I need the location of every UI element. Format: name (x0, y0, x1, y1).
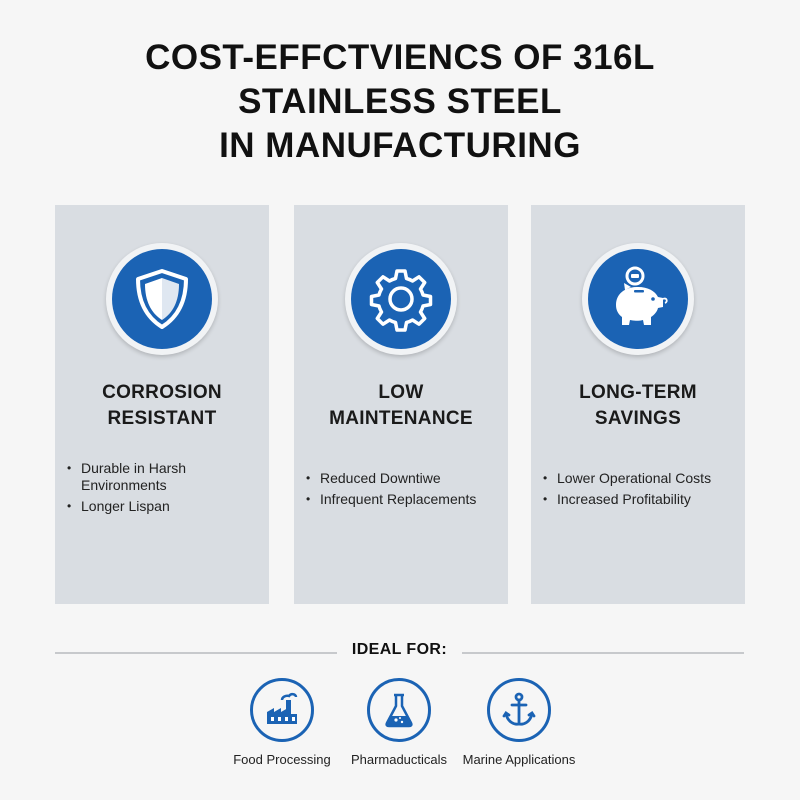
ideal-for-label: IDEAL FOR: (351, 641, 448, 658)
card-heading-line-1: LOW (378, 382, 424, 403)
card-heading-line-1: CORROSION (102, 382, 222, 403)
card-heading-line-2: SAVINGS (594, 408, 682, 429)
ideal-caption: Marine Applications (462, 752, 576, 767)
ideal-item-marine-applications: Marine Applications (454, 678, 584, 767)
card-icon-badge (582, 243, 694, 355)
card-heading-line-2: RESISTANT (107, 408, 217, 429)
page-title: COST-EFFCTVIENCS OF 316L STAINLESS STEEL… (0, 36, 800, 168)
ideal-caption: Pharmaducticals (350, 752, 448, 767)
title-line-1: COST-EFFCTVIENCS OF 316L (145, 38, 655, 77)
icon-badge (250, 678, 314, 742)
card-icon-badge (106, 243, 218, 355)
bullet-list: Durable in Harsh Environments Longer Lis… (67, 460, 263, 519)
card-heading: LOW MAINTENANCE (294, 380, 508, 432)
list-item: Durable in Harsh Environments (67, 460, 263, 494)
flask-icon (385, 693, 413, 728)
card-heading-line-1: LONG-TERM (579, 382, 697, 403)
ideal-item-pharmaceuticals: Pharmaducticals (334, 678, 464, 767)
shield-icon (136, 269, 188, 329)
ideal-item-food-processing: Food Processing (217, 678, 347, 767)
card-corrosion-resistant: CORROSION RESISTANT Durable in Harsh Env… (55, 205, 269, 604)
list-item: Longer Lispan (67, 498, 263, 515)
icon-badge (487, 678, 551, 742)
card-heading-line-2: MAINTENANCE (329, 408, 473, 429)
list-item: Increased Profitability (543, 491, 739, 508)
gear-icon (369, 269, 433, 332)
card-heading: CORROSION RESISTANT (55, 380, 269, 432)
list-item: Lower Operational Costs (543, 470, 739, 487)
title-line-2: STAINLESS STEEL (238, 82, 562, 121)
list-item: Reduced Downtiwe (306, 470, 502, 487)
piggy-bank-icon (616, 266, 668, 325)
icon-badge (367, 678, 431, 742)
card-long-term-savings: LONG-TERM SAVINGS Lower Operational Cost… (531, 205, 745, 604)
bullet-list: Reduced Downtiwe Infrequent Replacements (306, 470, 502, 512)
anchor-icon (502, 692, 536, 726)
card-icon-badge (345, 243, 457, 355)
card-heading: LONG-TERM SAVINGS (531, 380, 745, 432)
factory-icon (267, 692, 298, 724)
divider-right (462, 652, 744, 654)
divider-left (55, 652, 337, 654)
list-item: Infrequent Replacements (306, 491, 502, 508)
ideal-caption: Food Processing (233, 752, 331, 767)
card-low-maintenance: LOW MAINTENANCE Reduced Downtiwe Infrequ… (294, 205, 508, 604)
bullet-list: Lower Operational Costs Increased Profit… (543, 470, 739, 512)
title-line-3: IN MANUFACTURING (219, 126, 581, 165)
